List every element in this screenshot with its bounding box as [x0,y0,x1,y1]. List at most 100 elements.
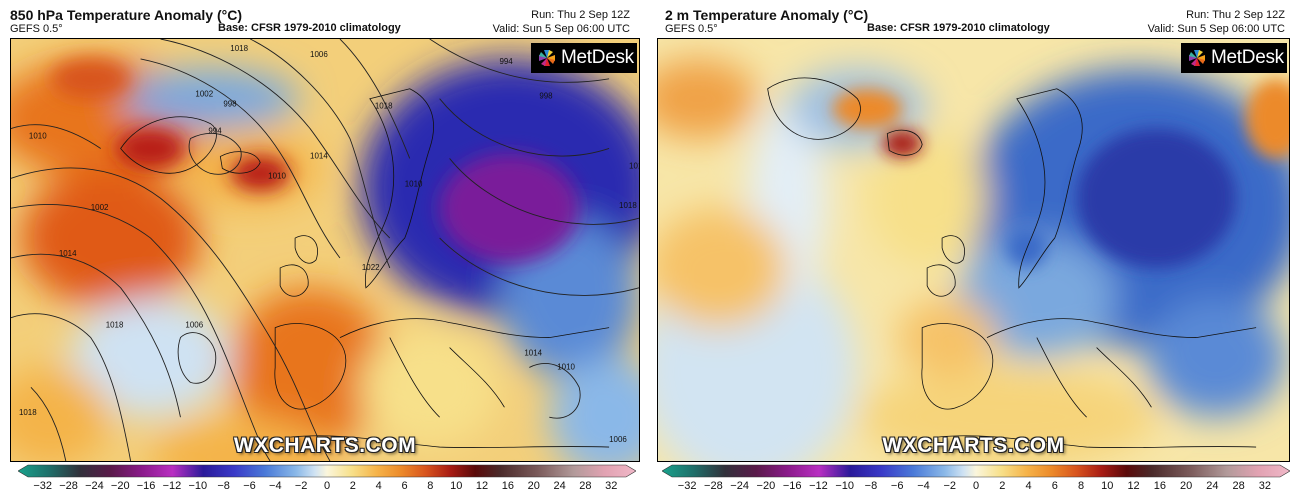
colorbar-tick-label: −12 [809,480,828,492]
colorbar-tick-label: −10 [835,480,855,492]
colorbar-tick-label: 2 [349,480,356,492]
svg-text:1006: 1006 [609,435,627,444]
svg-text:1006: 1006 [310,50,328,59]
svg-text:1014: 1014 [59,249,77,258]
colorbar-tick-label: −6 [243,480,256,492]
svg-text:1018: 1018 [619,201,637,210]
metdesk-logo: MetDesk [531,43,637,73]
colorbar-tick-label: −8 [217,480,230,492]
colorbar-tick-label: 8 [1077,480,1085,492]
metdesk-logo: MetDesk [1181,43,1287,73]
colorbar-tick-label: 20 [1179,480,1193,492]
svg-text:1018: 1018 [375,102,393,111]
colorbar-ticks: −32 −28 −24 −20 −16 −12 −10 −8 −6 −4 −2 0 2 4 6 8 10 12 16… [662,480,1290,494]
svg-text:1018: 1018 [230,44,248,53]
colorbar-tick-label: −24 [85,480,104,492]
colorbar-gradient [18,464,636,478]
colorbar-tick-label: 4 [1025,480,1032,492]
colorbar-gradient [662,464,1290,478]
colorbar-tick-label: 6 [1051,480,1058,492]
anomaly-field: 1018 1006 1002 998 994 1010 1014 1018 10… [11,39,639,461]
colorbar-tick-label: −2 [943,480,957,492]
svg-text:1018: 1018 [106,321,124,330]
coastlines [120,88,610,449]
colorbar-tick-label: −10 [188,480,208,492]
svg-text:994: 994 [499,57,513,66]
svg-text:1010: 1010 [29,132,47,141]
colorbar-tick-label: 6 [401,480,408,492]
metdesk-logo-icon [1189,50,1205,66]
svg-text:1014: 1014 [310,151,328,160]
colorbar-tick-label: 10 [450,480,463,492]
run-label: Run: Thu 2 Sep 12Z [531,9,630,21]
colorbar-tick-label: 12 [1127,480,1140,492]
colorbar-tick-label: 16 [501,480,515,492]
valid-label: Valid: Sun 5 Sep 06:00 UTC [492,23,630,35]
colorbar-tick-label: 32 [1258,480,1271,492]
left-panel: 850 hPa Temperature Anomaly (°C) GEFS 0.… [0,0,640,501]
colorbar-tick-label: 2 [999,480,1006,492]
map-850hpa[interactable]: 1018 1006 1002 998 994 1010 1014 1018 10… [10,38,640,462]
colorbar-tick-label: −24 [730,480,749,492]
colorbar-tick-label: −16 [782,480,802,492]
valid-label: Valid: Sun 5 Sep 06:00 UTC [1147,23,1285,35]
svg-text:1022: 1022 [362,263,380,272]
base-label: Base: CFSR 1979-2010 climatology [867,22,1050,34]
colorbar-tick-label: 8 [427,480,434,492]
colorbar-tick-label: −28 [704,480,723,492]
run-label: Run: Thu 2 Sep 12Z [1186,9,1285,21]
model-label: GEFS 0.5° [665,23,718,35]
svg-text:998: 998 [223,100,237,109]
colorbar-tick-label: 0 [323,480,331,492]
coastlines [767,77,1257,449]
colorbar-ticks: −32 −28 −24 −20 −16 −12 −10 −8 −6 −4 −2 0 2 4 6 8 10 12 16… [18,480,636,494]
anomaly-field [658,39,1289,461]
colorbar-tick-label: 24 [553,480,566,492]
right-panel: 2 m Temperature Anomaly (°C) GEFS 0.5° B… [655,0,1295,501]
svg-text:1010: 1010 [557,362,575,371]
isobar-labels: 1018 1006 1002 998 994 1010 1014 1018 10… [19,44,639,444]
colorbar [662,464,1290,478]
base-label: Base: CFSR 1979-2010 climatology [218,22,401,34]
metdesk-logo-text: MetDesk [561,47,634,68]
colorbar-tick-label: 10 [1101,480,1114,492]
colorbar-tick-label: 4 [375,480,382,492]
map-2m[interactable]: MetDesk WXCHARTS.COM [657,38,1290,462]
colorbar-tick-label: −32 [33,480,53,492]
colorbar-tick-label: 28 [1232,480,1245,492]
colorbar-tick-label: −4 [917,480,930,492]
svg-text:1014: 1014 [629,161,639,170]
panel-title: 2 m Temperature Anomaly (°C) [665,7,869,23]
colorbar-tick-label: −6 [890,480,904,492]
colorbar-tick-label: −16 [136,480,156,492]
svg-text:1010: 1010 [405,179,423,188]
colorbar-tick-label: −2 [294,480,308,492]
svg-text:1014: 1014 [524,349,542,358]
colorbar [18,464,636,478]
colorbar-tick-label: 16 [1153,480,1166,492]
svg-text:998: 998 [539,92,553,101]
panel-title: 850 hPa Temperature Anomaly (°C) [10,7,242,23]
svg-text:1010: 1010 [268,171,286,180]
svg-text:1018: 1018 [19,408,37,417]
colorbar-tick-label: −8 [864,480,878,492]
isobars [11,39,639,461]
colorbar-tick-label: −12 [162,480,182,492]
colorbar-tick-label: 24 [1206,480,1219,492]
colorbar-tick-label: 32 [605,480,618,492]
colorbar-tick-label: −20 [110,480,130,492]
colorbar-tick-label: −28 [59,480,78,492]
svg-text:1006: 1006 [185,321,203,330]
colorbar-tick-label: 12 [475,480,489,492]
colorbar-tick-label: −20 [756,480,776,492]
svg-text:1002: 1002 [91,203,109,212]
colorbar-tick-label: 20 [527,480,540,492]
metdesk-logo-text: MetDesk [1211,47,1284,68]
colorbar-tick-label: −4 [269,480,282,492]
model-label: GEFS 0.5° [10,23,63,35]
svg-text:1002: 1002 [195,90,213,99]
colorbar-tick-label: 28 [579,480,592,492]
metdesk-logo-icon [539,50,555,66]
watermark: WXCHARTS.COM [882,434,1065,457]
watermark: WXCHARTS.COM [233,434,417,457]
